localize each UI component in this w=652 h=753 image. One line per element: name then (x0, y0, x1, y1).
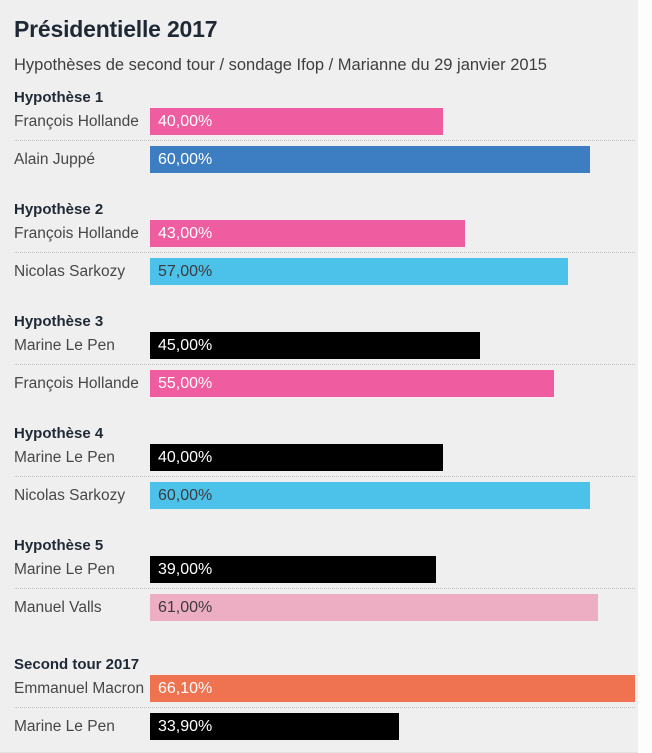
bar-label: François Hollande (14, 224, 139, 242)
bar-value-label: 61,00% (158, 599, 213, 616)
bar-value-label: 55,00% (158, 375, 213, 392)
bar-label: Marine Le Pen (14, 560, 115, 578)
bar: 45,00% (150, 332, 481, 359)
bar: 39,00% (150, 556, 437, 583)
bar-track: 66,10% (150, 675, 635, 702)
bar-row: Marine Le Pen 33,90% (14, 713, 635, 740)
bar-row: Alain Juppé 60,00% (14, 146, 635, 173)
bar-value-label: 45,00% (158, 337, 213, 354)
bar-label: Nicolas Sarkozy (14, 262, 126, 280)
bar-track: 45,00% (150, 332, 635, 359)
poll-chart: Présidentielle 2017 Hypothèses de second… (0, 0, 638, 753)
bar-track: 40,00% (150, 444, 635, 471)
row-separator (14, 588, 635, 589)
section-heading: Hypothèse 4 (14, 425, 104, 442)
hypothesis-section: Second tour 2017 Emmanuel Macron 66,10% … (14, 657, 635, 740)
bar-label: François Hollande (14, 112, 139, 130)
bar: 43,00% (150, 220, 466, 247)
bar-row: Marine Le Pen 45,00% (14, 332, 635, 359)
bar-label: Nicolas Sarkozy (14, 486, 126, 504)
chart-subtitle: Hypothèses de second tour / sondage Ifop… (14, 56, 547, 74)
bar-label: Alain Juppé (14, 150, 96, 168)
bar: 40,00% (150, 444, 444, 471)
bar-value-label: 66,10% (158, 680, 213, 697)
bar: 60,00% (150, 482, 591, 509)
section-heading: Second tour 2017 (14, 656, 140, 673)
row-separator (14, 252, 635, 253)
bar-track: 39,00% (150, 556, 635, 583)
bar-value-label: 60,00% (158, 151, 213, 168)
bar-value-label: 33,90% (158, 718, 213, 735)
row-separator (14, 707, 635, 708)
row-separator (14, 476, 635, 477)
bar-row: Nicolas Sarkozy 60,00% (14, 482, 635, 509)
bar-track: 61,00% (150, 594, 635, 621)
hypothesis-section: Hypothèse 3 Marine Le Pen 45,00% Françoi… (14, 314, 635, 397)
chart-sections: Hypothèse 1 François Hollande 40,00% Ala… (14, 90, 635, 740)
bar-label: Emmanuel Macron (14, 679, 145, 697)
bar-row: François Hollande 55,00% (14, 370, 635, 397)
bar-row: Nicolas Sarkozy 57,00% (14, 258, 635, 285)
section-heading: Hypothèse 3 (14, 313, 104, 330)
section-heading: Hypothèse 1 (14, 89, 104, 106)
bar-value-label: 60,00% (158, 487, 213, 504)
bar-track: 60,00% (150, 482, 635, 509)
bar-row: Marine Le Pen 39,00% (14, 556, 635, 583)
bar-label: Marine Le Pen (14, 717, 115, 735)
bar-row: Emmanuel Macron 66,10% (14, 675, 635, 702)
hypothesis-section: Hypothèse 2 François Hollande 43,00% Nic… (14, 202, 635, 285)
hypothesis-section: Hypothèse 5 Marine Le Pen 39,00% Manuel … (14, 538, 635, 621)
hypothesis-section: Hypothèse 1 François Hollande 40,00% Ala… (14, 90, 635, 173)
bar-label: François Hollande (14, 374, 139, 392)
row-separator (14, 140, 635, 141)
bar-label: Manuel Valls (14, 598, 102, 616)
bar-label: Marine Le Pen (14, 336, 115, 354)
bar-row: François Hollande 40,00% (14, 108, 635, 135)
bar-track: 33,90% (150, 713, 635, 740)
bar: 33,90% (150, 713, 399, 740)
bar-value-label: 57,00% (158, 263, 213, 280)
bar-track: 60,00% (150, 146, 635, 173)
chart-title: Présidentielle 2017 (14, 16, 218, 42)
bar: 57,00% (150, 258, 569, 285)
bar-row: François Hollande 43,00% (14, 220, 635, 247)
bar-track: 43,00% (150, 220, 635, 247)
bar-label: Marine Le Pen (14, 448, 115, 466)
section-heading: Hypothèse 2 (14, 201, 104, 218)
bar: 55,00% (150, 370, 554, 397)
bar: 66,10% (150, 675, 635, 702)
bar-value-label: 39,00% (158, 561, 213, 578)
section-heading: Hypothèse 5 (14, 537, 104, 554)
bar-track: 55,00% (150, 370, 635, 397)
row-separator (14, 364, 635, 365)
bar-row: Marine Le Pen 40,00% (14, 444, 635, 471)
hypothesis-section: Hypothèse 4 Marine Le Pen 40,00% Nicolas… (14, 426, 635, 509)
bar-value-label: 40,00% (158, 449, 213, 466)
bar-track: 57,00% (150, 258, 635, 285)
bar-row: Manuel Valls 61,00% (14, 594, 635, 621)
bar-value-label: 40,00% (158, 113, 213, 130)
bar-track: 40,00% (150, 108, 635, 135)
bar: 60,00% (150, 146, 591, 173)
bar: 40,00% (150, 108, 444, 135)
bar-value-label: 43,00% (158, 225, 213, 242)
bar: 61,00% (150, 594, 598, 621)
